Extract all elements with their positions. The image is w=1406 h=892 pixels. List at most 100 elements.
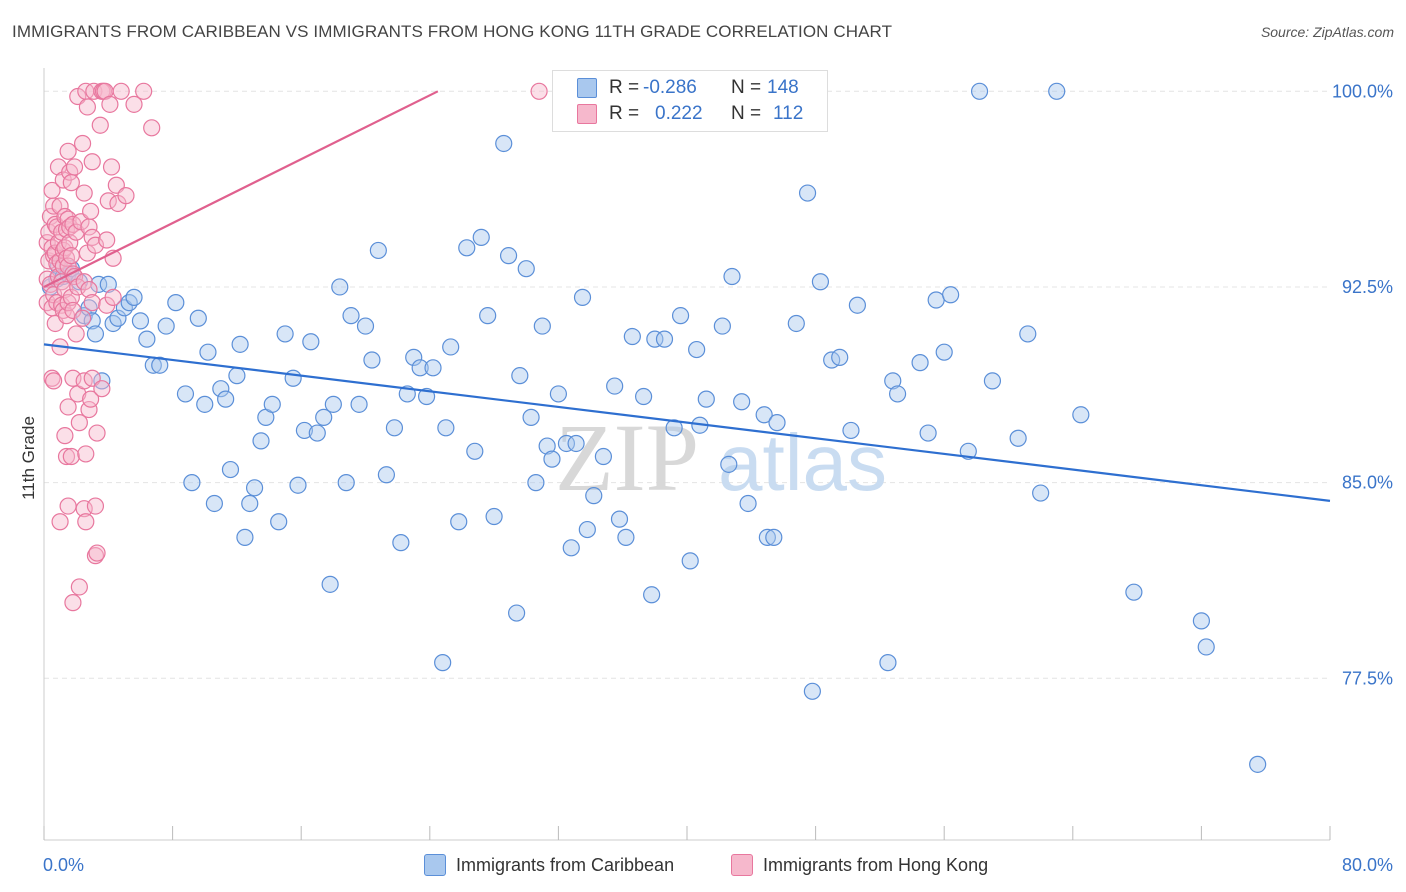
caribbean-point — [533, 317, 551, 335]
legend-item-hongkong[interactable]: Immigrants from Hong Kong — [731, 850, 988, 880]
hongkong-point — [77, 445, 95, 463]
caribbean-point — [798, 184, 817, 202]
caribbean-points — [41, 82, 1267, 773]
hongkong-point — [88, 424, 106, 442]
stats-box: R = -0.286 N = 148 R = 0.222 N = 112 — [552, 70, 828, 132]
caribbean-point — [104, 314, 122, 333]
hongkong-point — [77, 513, 95, 531]
caribbean-point — [697, 390, 715, 408]
caribbean-point — [758, 528, 776, 546]
caribbean-point — [578, 520, 596, 539]
caribbean-point — [655, 330, 674, 348]
caribbean-point — [217, 390, 235, 408]
caribbean-point — [157, 317, 175, 335]
caribbean-point — [1032, 484, 1050, 502]
caribbean-point — [713, 317, 731, 335]
caribbean-point — [499, 247, 518, 265]
caribbean-point — [610, 510, 629, 528]
caribbean-point — [252, 432, 270, 450]
hongkong-point — [43, 369, 61, 387]
caribbean-point — [302, 333, 320, 351]
hongkong-point — [101, 95, 119, 113]
caribbean-point — [688, 340, 706, 359]
hongkong-point — [117, 187, 135, 205]
hongkong-point — [59, 142, 77, 160]
y-tick-label: 85.0% — [1342, 473, 1393, 493]
y-tick-label: 100.0% — [1332, 81, 1393, 101]
caribbean-point — [888, 385, 907, 403]
caribbean-point — [733, 393, 751, 411]
caribbean-point — [331, 278, 349, 296]
caribbean-point — [1072, 406, 1090, 424]
caribbean-point — [284, 369, 302, 387]
r-value: -0.286 — [643, 77, 697, 98]
hongkong-point — [70, 414, 88, 432]
caribbean-trend-line — [43, 343, 1331, 502]
caribbean-point — [83, 312, 101, 330]
caribbean-point — [411, 359, 429, 377]
caribbean-point — [466, 442, 484, 460]
hongkong-point — [65, 158, 84, 176]
hongkong-point — [93, 380, 111, 398]
hongkong-point — [75, 184, 93, 202]
caribbean-point — [183, 474, 201, 492]
caribbean-point — [377, 466, 395, 484]
caribbean-point — [212, 380, 230, 398]
hongkong-point — [51, 513, 69, 531]
caribbean-point — [138, 330, 156, 348]
caribbean-point — [508, 604, 526, 622]
caribbean-point — [765, 528, 783, 546]
hongkong-point — [86, 497, 105, 515]
caribbean-point — [879, 654, 897, 672]
caribbean-point — [228, 367, 246, 385]
caribbean-point — [606, 377, 624, 395]
caribbean-point — [417, 387, 436, 406]
caribbean-point — [295, 421, 314, 440]
y-tick-labels: 100.0% 92.5% 85.0% 77.5% — [1332, 81, 1393, 688]
caribbean-point — [567, 434, 585, 453]
caribbean-point — [199, 343, 217, 361]
caribbean-point — [221, 460, 240, 479]
caribbean-point — [86, 325, 105, 343]
caribbean-point — [643, 586, 661, 604]
n-value: 148 — [767, 77, 799, 98]
caribbean-point — [681, 552, 699, 570]
r-label: R = — [609, 103, 640, 124]
caribbean-point — [755, 406, 773, 424]
caribbean-point — [1048, 82, 1066, 100]
caribbean-point — [337, 474, 355, 492]
caribbean-point — [927, 291, 945, 309]
hongkong-point — [83, 294, 101, 312]
caribbean-point — [723, 267, 741, 286]
caribbean-point — [942, 286, 960, 304]
caribbean-point — [848, 296, 866, 314]
hongkong-point — [75, 500, 93, 518]
caribbean-point — [167, 294, 185, 312]
y-tick-label: 92.5% — [1342, 277, 1393, 297]
caribbean-point — [363, 351, 381, 369]
caribbean-point — [450, 513, 468, 531]
hongkong-point — [88, 544, 106, 562]
stats-swatch-blue — [577, 78, 597, 98]
legend-swatch-blue — [424, 854, 446, 876]
caribbean-point — [99, 275, 117, 293]
hongkong-point — [62, 447, 80, 466]
y-axis-label: 11th Grade — [19, 416, 38, 500]
n-label: N = — [731, 77, 762, 98]
caribbean-point — [617, 528, 635, 546]
n-label: N = — [731, 103, 762, 124]
hongkong-point — [59, 497, 77, 515]
caribbean-point — [270, 513, 288, 531]
hongkong-point — [82, 390, 100, 408]
caribbean-point — [720, 455, 738, 473]
caribbean-point — [594, 447, 613, 466]
caribbean-point — [811, 273, 830, 291]
legend-item-caribbean[interactable]: Immigrants from Caribbean — [424, 850, 674, 880]
caribbean-point — [196, 395, 214, 413]
hongkong-point — [62, 247, 80, 265]
hongkong-point — [45, 372, 63, 390]
caribbean-point — [321, 575, 339, 593]
caribbean-point — [522, 408, 540, 426]
hongkong-point — [51, 197, 69, 215]
x-tick-label-right: 80.0% — [1342, 855, 1393, 875]
